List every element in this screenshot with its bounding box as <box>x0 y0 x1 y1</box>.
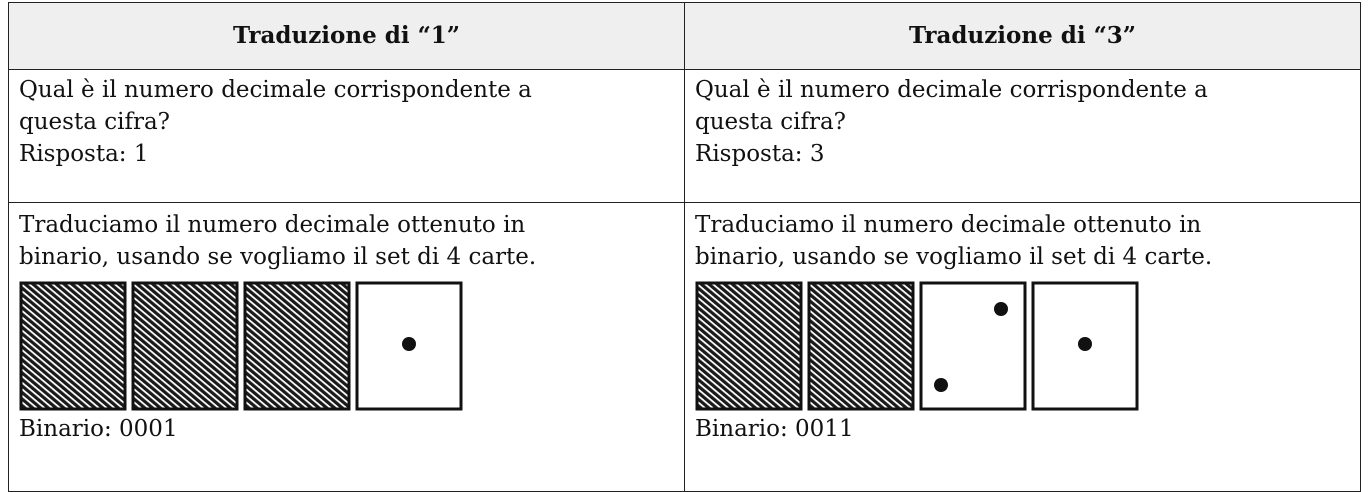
text-line: Qual è il numero decimale corrispondente… <box>19 77 532 103</box>
cell: Qual è il numero decimale corrispondente… <box>684 69 1361 203</box>
header-cell: Traduzione di “1” <box>8 2 685 70</box>
text-line: questa cifra? <box>695 109 847 135</box>
text-line: Traduciamo il numero decimale ottenuto i… <box>19 212 526 238</box>
question-row: Qual è il numero decimale corrispondente… <box>8 69 1361 203</box>
binary-result: Binario: 0011 <box>695 416 854 442</box>
text-line: Traduciamo il numero decimale ottenuto i… <box>695 212 1202 238</box>
text-line: Risposta: 1 <box>19 141 149 167</box>
header-row: Traduzione di “1” Traduzione di “3” <box>8 2 1361 70</box>
translation-table: Traduzione di “1” Traduzione di “3” Qual… <box>8 2 1361 492</box>
binary-result: Binario: 0001 <box>19 416 178 442</box>
card-set <box>19 281 674 411</box>
text-line: binario, usando se vogliamo il set di 4 … <box>19 244 537 270</box>
card-two-dots <box>919 281 1027 411</box>
header-cell: Traduzione di “3” <box>684 2 1361 70</box>
cell: Traduciamo il numero decimale ottenuto i… <box>8 202 685 492</box>
card-one-dot <box>355 281 463 411</box>
card-face-down <box>807 281 915 411</box>
binary-row: Traduciamo il numero decimale ottenuto i… <box>8 202 1361 492</box>
cell: Traduciamo il numero decimale ottenuto i… <box>684 202 1361 492</box>
card-face-down <box>19 281 127 411</box>
card-face-down <box>695 281 803 411</box>
card-face-down <box>131 281 239 411</box>
text-line: Risposta: 3 <box>695 141 825 167</box>
card-face-down <box>243 281 351 411</box>
text-line: binario, usando se vogliamo il set di 4 … <box>695 244 1213 270</box>
text-line: Qual è il numero decimale corrispondente… <box>695 77 1208 103</box>
card-set <box>695 281 1350 411</box>
text-line: questa cifra? <box>19 109 171 135</box>
cell: Qual è il numero decimale corrispondente… <box>8 69 685 203</box>
card-one-dot <box>1031 281 1139 411</box>
